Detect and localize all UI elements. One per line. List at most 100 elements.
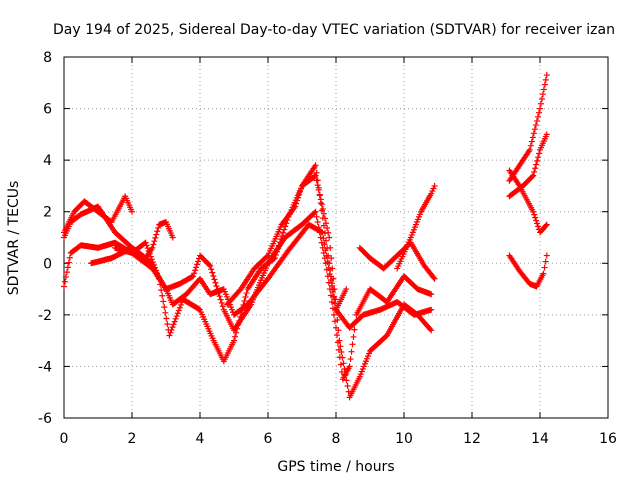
data-point (334, 317, 341, 324)
data-point (540, 270, 547, 277)
data-point (317, 234, 324, 241)
data-point (529, 134, 536, 141)
data-point (528, 138, 535, 145)
data-point (161, 304, 168, 311)
data-point (211, 276, 218, 283)
data-point (318, 207, 325, 214)
data-point (277, 239, 284, 246)
data-point (315, 224, 322, 231)
data-point (270, 255, 277, 262)
data-point (543, 252, 550, 259)
data-point (531, 126, 538, 133)
data-point (234, 325, 241, 332)
data-point (349, 341, 356, 348)
data-point (150, 261, 157, 268)
data-point (208, 266, 215, 273)
data-point (152, 264, 159, 271)
data-point (172, 315, 179, 322)
x-tick-label: 12 (463, 431, 481, 447)
data-point (263, 253, 270, 260)
x-tick-label: 14 (531, 431, 549, 447)
data-point (157, 281, 164, 288)
data-point (296, 191, 303, 198)
data-point (195, 258, 202, 265)
data-point (61, 283, 67, 290)
data-point (327, 292, 334, 299)
data-point (320, 249, 327, 256)
data-point (171, 318, 178, 325)
data-point (146, 250, 153, 257)
data-point (173, 313, 180, 320)
data-point (543, 131, 550, 138)
data-point (166, 332, 173, 339)
data-point (330, 286, 337, 293)
data-point (329, 305, 336, 312)
data-point (542, 76, 549, 83)
data-point (160, 298, 167, 305)
axis-ticks (63, 56, 609, 419)
data-point (169, 234, 176, 241)
data-point (328, 273, 335, 280)
data-point (428, 327, 435, 334)
data-point (63, 269, 70, 276)
data-point (533, 161, 540, 168)
data-point (534, 220, 541, 227)
data-point (240, 301, 247, 308)
data-point (540, 86, 547, 93)
data-point (534, 113, 541, 120)
data-point (427, 326, 434, 333)
data-point (343, 286, 350, 293)
data-point (206, 261, 213, 268)
data-point (243, 290, 250, 297)
x-tick-label: 16 (599, 431, 617, 447)
y-tick-label: 0 (43, 256, 52, 272)
data-point (320, 210, 327, 217)
data-point (340, 360, 347, 367)
data-point (328, 255, 335, 262)
data-point (235, 321, 242, 328)
data-point (331, 286, 338, 293)
data-point (278, 236, 285, 243)
data-point (219, 303, 226, 310)
data-point (242, 294, 249, 301)
data-point (154, 270, 161, 277)
data-point (232, 333, 239, 340)
data-point (61, 278, 68, 285)
data-point (294, 197, 301, 204)
data-point (231, 337, 237, 344)
data-point (346, 363, 353, 370)
data-point (156, 275, 163, 282)
x-axis-label: GPS time / hours (277, 459, 394, 475)
data-point (275, 242, 282, 249)
data-point (194, 261, 201, 268)
data-point (533, 117, 540, 124)
data-point (153, 267, 160, 274)
data-point (162, 309, 169, 316)
data-point (218, 299, 225, 306)
data-point (236, 317, 243, 324)
data-point (212, 279, 219, 286)
x-axis-tick-labels: 0 2 4 6 8 10 12 14 16 (60, 431, 617, 447)
data-point (149, 259, 156, 266)
data-point (531, 211, 538, 218)
data-point (431, 182, 438, 189)
y-axis-tick-labels: -6 -4 -2 0 2 4 6 8 (38, 50, 52, 427)
data-point (532, 122, 539, 129)
data-point (351, 326, 358, 333)
data-point (217, 296, 224, 303)
data-point (428, 306, 435, 313)
data-point (274, 245, 281, 252)
data-point (321, 255, 328, 262)
data-point (534, 157, 541, 164)
data-point (328, 298, 335, 305)
data-point (151, 238, 158, 245)
grid-lines (64, 57, 608, 418)
data-point (315, 184, 322, 191)
data-point (168, 326, 175, 333)
data-point (192, 267, 199, 274)
x-tick-label: 10 (395, 431, 413, 447)
data-point (319, 215, 326, 222)
x-tick-label: 8 (332, 431, 341, 447)
data-point (337, 343, 344, 350)
